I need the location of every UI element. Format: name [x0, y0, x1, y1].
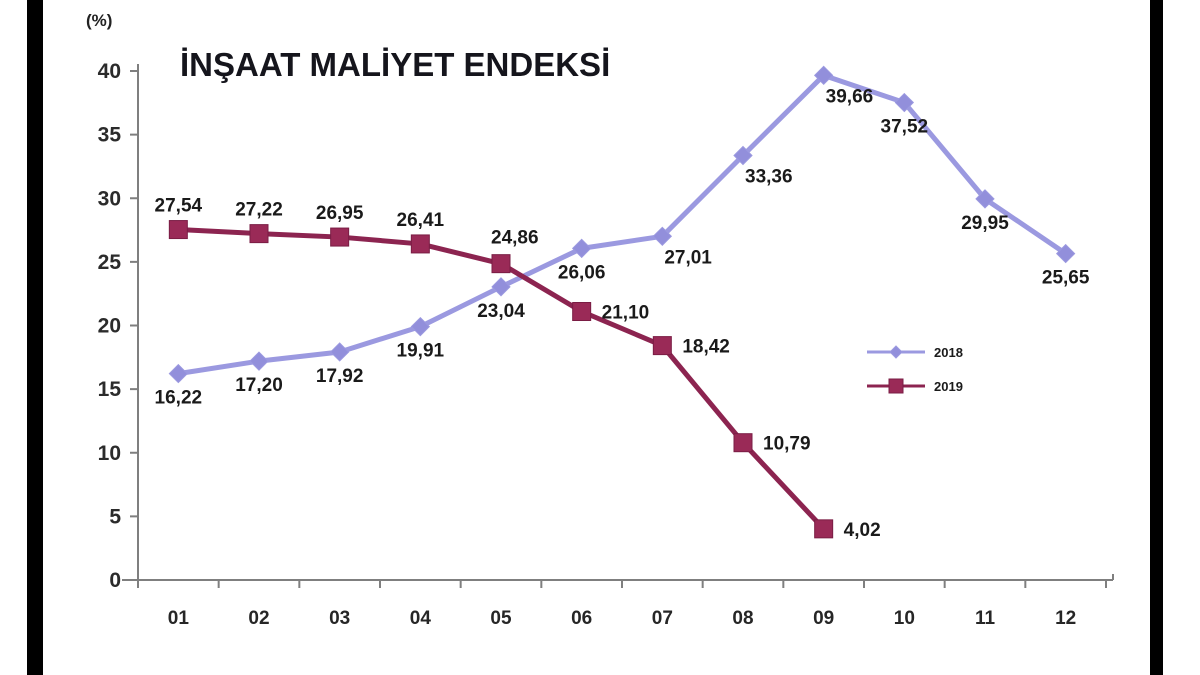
data-label-2018-02: 17,20 — [235, 375, 283, 396]
marker-2019-07 — [652, 336, 672, 356]
data-label-2019-04: 26,41 — [397, 210, 445, 231]
x-tick-label: 02 — [248, 608, 269, 629]
data-label-2018-08: 33,36 — [745, 166, 793, 187]
data-label-2018-12: 25,65 — [1042, 268, 1090, 289]
x-tick-label: 11 — [975, 608, 996, 629]
y-tick-label: 20 — [98, 315, 121, 338]
legend-marker-2018 — [889, 345, 903, 359]
y-tick-label: 35 — [98, 124, 122, 147]
y-tick-label: 40 — [98, 60, 121, 83]
y-tick-label: 15 — [98, 378, 122, 401]
marker-2018-02 — [249, 351, 269, 371]
data-label-2019-05: 24,86 — [491, 228, 539, 249]
y-tick-label: 10 — [98, 442, 121, 465]
data-label-2018-04: 19,91 — [397, 341, 445, 362]
marker-2019-01 — [168, 220, 188, 240]
x-tick-label: 04 — [410, 608, 432, 629]
marker-2018-04 — [410, 316, 431, 337]
data-label-2018-11: 29,95 — [961, 213, 1009, 234]
legend-label-2018: 2018 — [934, 345, 963, 360]
series-line-2018 — [175, 72, 1069, 377]
marker-2019-02 — [249, 224, 269, 244]
y-tick-label: 30 — [98, 187, 121, 210]
x-tick-label: 03 — [329, 608, 350, 629]
x-tick-label: 09 — [813, 608, 834, 629]
data-label-2018-09: 39,66 — [826, 86, 874, 107]
x-tick-label: 12 — [1055, 608, 1076, 629]
marker-2018-03 — [329, 342, 350, 362]
marker-2018-01 — [168, 363, 189, 384]
marker-2019-05 — [491, 254, 511, 274]
x-tick-label: 01 — [168, 608, 190, 629]
marker-2018-06 — [571, 238, 592, 259]
chart-title: İNŞAAT MALİYET ENDEKSİ — [180, 46, 610, 83]
x-tick-label: 08 — [732, 608, 753, 629]
y-tick-label: 5 — [109, 505, 121, 528]
y-tick-label: 25 — [98, 251, 122, 274]
y-tick-label: 0 — [109, 569, 121, 592]
data-labels: 16,22 17,20 17,92 19,91 23,04 26,06 27,01 33,36… — [155, 86, 1090, 541]
data-label-2018-05: 23,04 — [477, 301, 525, 322]
legend: 2018 2019 — [867, 345, 963, 394]
marker-2018-12 — [1055, 243, 1076, 264]
marker-2018-09 — [813, 65, 834, 86]
data-label-2018-07: 27,01 — [664, 247, 712, 268]
data-label-2019-08: 10,79 — [763, 434, 811, 455]
marker-2019-06 — [572, 302, 592, 322]
x-tick-label: 06 — [571, 608, 592, 629]
marker-2018-05 — [491, 277, 511, 297]
data-label-2019-02: 27,22 — [235, 200, 283, 221]
marker-2019-09 — [814, 519, 834, 539]
x-tick-label: 10 — [894, 608, 915, 629]
data-label-2019-07: 18,42 — [682, 337, 730, 358]
data-label-2018-03: 17,92 — [316, 366, 364, 387]
marker-2019-04 — [410, 234, 430, 254]
right-black-bar — [1150, 0, 1163, 675]
marker-2018-10 — [894, 92, 915, 113]
data-label-2018-10: 37,52 — [881, 117, 929, 138]
marker-2019-03 — [330, 227, 350, 247]
data-label-2019-06: 21,10 — [602, 303, 650, 324]
data-label-2019-01: 27,54 — [155, 196, 203, 217]
left-black-bar — [27, 0, 43, 675]
marker-2019-08 — [733, 433, 753, 453]
x-tick-label: 05 — [490, 608, 512, 629]
data-label-2019-09: 4,02 — [844, 520, 881, 541]
marker-2018-08 — [733, 145, 753, 166]
marker-2018-07 — [652, 226, 673, 247]
legend-marker-2019 — [888, 378, 904, 394]
x-tick-label: 07 — [652, 608, 673, 629]
legend-label-2019: 2019 — [934, 379, 963, 394]
data-label-2018-06: 26,06 — [558, 262, 606, 283]
data-label-2019-03: 26,95 — [316, 203, 364, 224]
data-label-2018-01: 16,22 — [155, 388, 203, 409]
y-axis-unit-label: (%) — [86, 11, 112, 30]
series-lines — [168, 65, 1076, 539]
marker-2018-11 — [975, 189, 995, 209]
